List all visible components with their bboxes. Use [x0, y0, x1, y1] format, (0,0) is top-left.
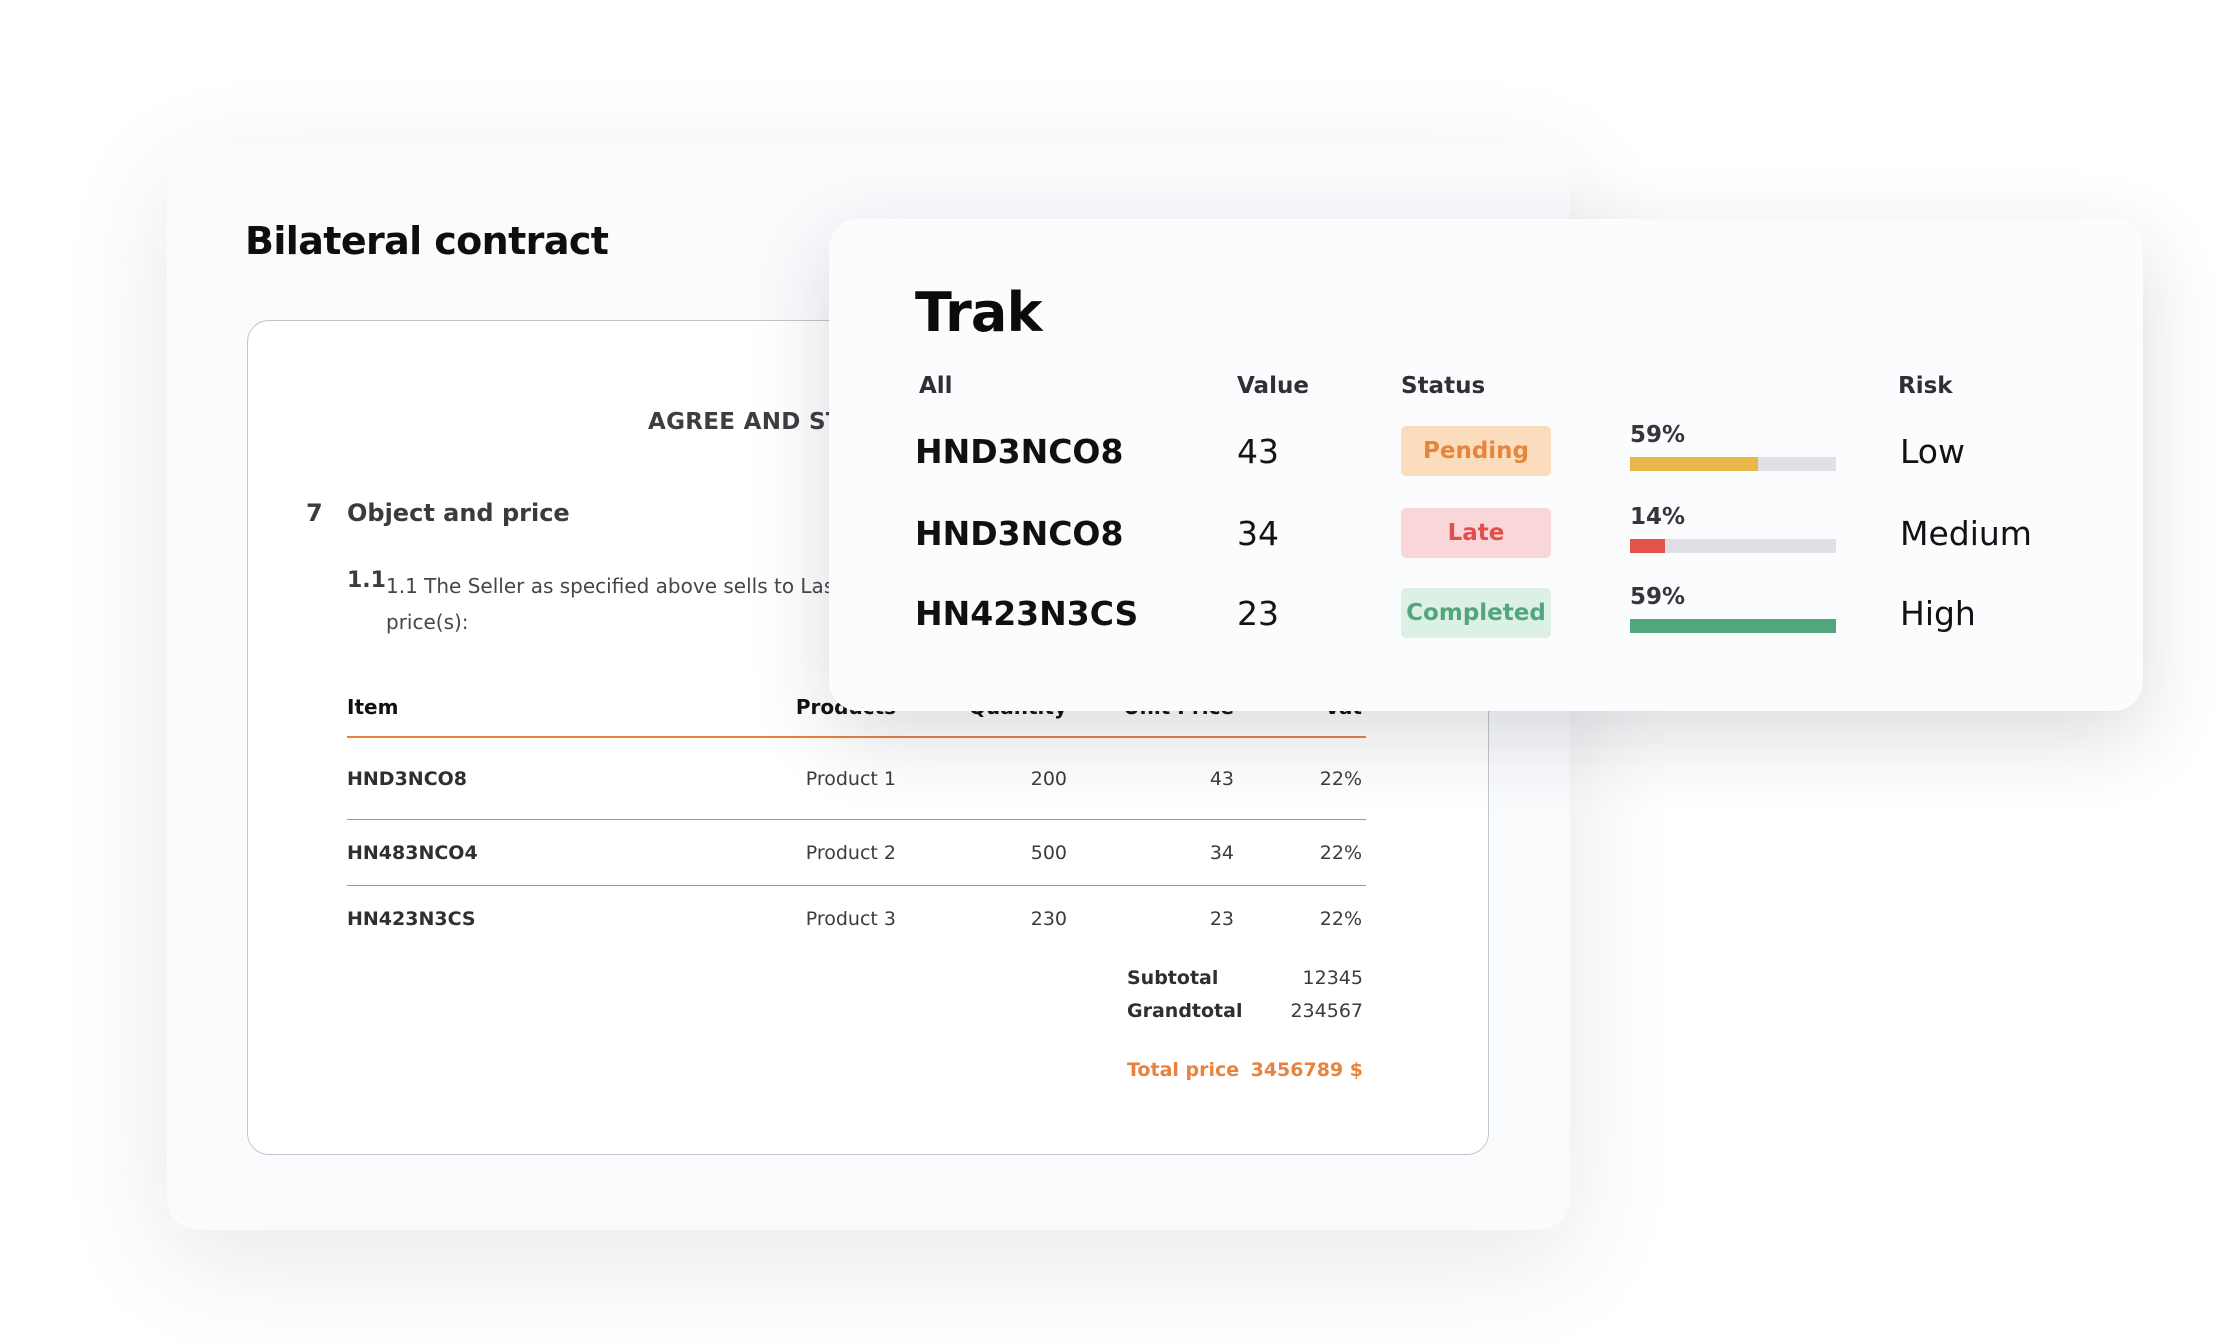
clause-number: 1.1: [347, 568, 386, 593]
column-header-risk[interactable]: Risk: [1898, 373, 1953, 399]
cell-unit-price: 34: [1209, 842, 1234, 864]
subtotal-value: 12345: [1302, 967, 1363, 989]
table-row: HN483NCO4 Product 2 500 34 22%: [347, 820, 1366, 886]
row-value: 34: [1237, 514, 1279, 553]
progress-percent: 59%: [1630, 584, 1686, 610]
progress-bar: [1630, 457, 1836, 471]
contract-title: Bilateral contract: [245, 219, 609, 263]
trak-title: Trak: [915, 281, 1042, 344]
subtotal-label: Subtotal: [1127, 967, 1219, 989]
progress-percent: 14%: [1630, 504, 1686, 530]
section-title: Object and price: [347, 499, 570, 527]
cell-product: Product 3: [805, 908, 896, 930]
column-header-status[interactable]: Status: [1401, 373, 1486, 399]
row-value: 23: [1237, 594, 1279, 633]
progress-bar: [1630, 619, 1836, 633]
risk-level: High: [1900, 594, 1976, 633]
table-row: HN423N3CS Product 3 230 23 22%: [347, 886, 1366, 952]
total-price-value: 3456789 $: [1250, 1059, 1363, 1081]
cell-product: Product 1: [805, 768, 896, 790]
grandtotal-label: Grandtotal: [1127, 1000, 1243, 1022]
progress-fill: [1630, 619, 1836, 633]
cell-vat: 22%: [1319, 842, 1362, 864]
grandtotal-value: 234567: [1290, 1000, 1363, 1022]
trak-row[interactable]: HND3NCO8 43 Pending 59% Low: [829, 420, 2143, 480]
status-badge: Pending: [1401, 426, 1551, 476]
section-number: 7: [306, 499, 323, 527]
cell-quantity: 230: [1030, 908, 1067, 930]
cell-product: Product 2: [805, 842, 896, 864]
cell-quantity: 500: [1030, 842, 1067, 864]
items-table: Item Products Quantity Unit Price Vat HN…: [347, 691, 1366, 952]
cell-unit-price: 23: [1209, 908, 1234, 930]
progress-bar: [1630, 539, 1836, 553]
cell-item: HN483NCO4: [347, 842, 478, 864]
status-badge: Late: [1401, 508, 1551, 558]
total-price-label: Total price: [1127, 1059, 1240, 1081]
cell-unit-price: 43: [1209, 768, 1234, 790]
column-header-value[interactable]: Value: [1237, 373, 1309, 399]
table-row: HND3NCO8 Product 1 200 43 22%: [347, 738, 1366, 820]
cell-quantity: 200: [1030, 768, 1067, 790]
document-heading: AGREE AND ST: [648, 409, 842, 435]
risk-level: Low: [1900, 432, 1965, 471]
cell-vat: 22%: [1319, 768, 1362, 790]
row-code: HN423N3CS: [915, 594, 1139, 633]
row-value: 43: [1237, 432, 1279, 471]
progress-percent: 59%: [1630, 422, 1686, 448]
row-code: HND3NCO8: [915, 514, 1124, 553]
cell-item: HND3NCO8: [347, 768, 468, 790]
header-item: Item: [347, 695, 399, 719]
trak-card: Trak All Value Status Risk HND3NCO8 43 P…: [829, 219, 2143, 711]
column-header-all[interactable]: All: [919, 373, 953, 399]
cell-item: HN423N3CS: [347, 908, 476, 930]
trak-row[interactable]: HND3NCO8 34 Late 14% Medium: [829, 502, 2143, 562]
cell-vat: 22%: [1319, 908, 1362, 930]
risk-level: Medium: [1900, 514, 2032, 553]
progress-fill: [1630, 539, 1666, 553]
row-code: HND3NCO8: [915, 432, 1124, 471]
status-badge: Completed: [1401, 588, 1551, 638]
trak-row[interactable]: HN423N3CS 23 Completed 59% High: [829, 582, 2143, 642]
progress-fill: [1630, 457, 1758, 471]
